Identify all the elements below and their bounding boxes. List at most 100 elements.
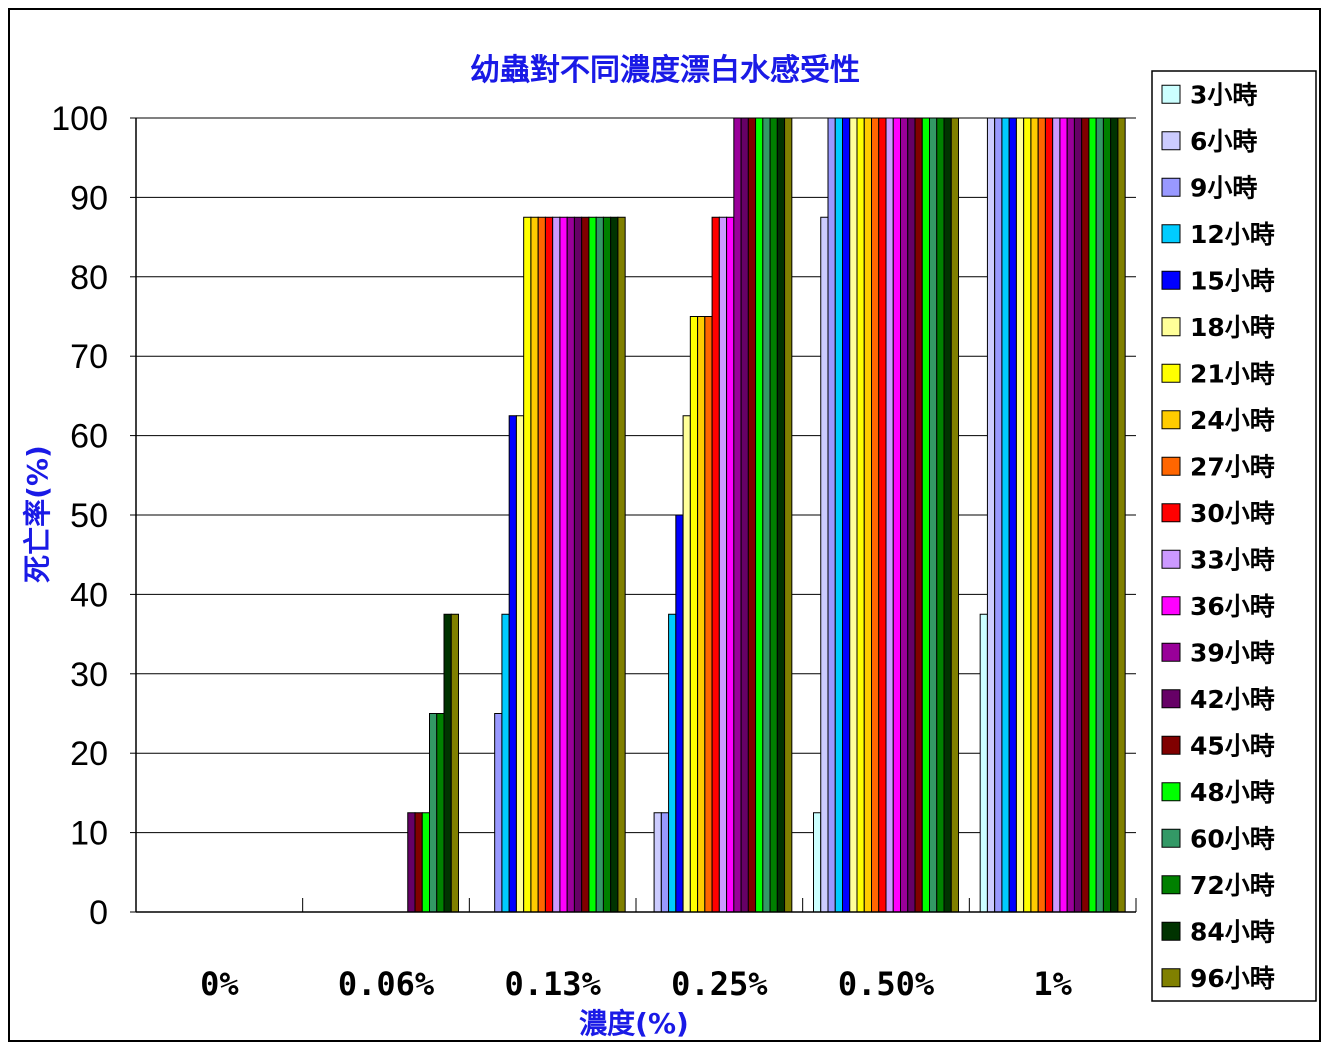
legend-label: 84小時 [1190,917,1275,946]
bar [849,117,858,913]
bar [407,812,416,913]
bar [559,216,568,913]
bar [784,117,793,913]
bar [936,117,945,913]
y-axis-title: 死亡率(%) [21,445,54,583]
legend-label: 45小時 [1190,731,1275,760]
bar [1117,117,1126,913]
bar [1059,117,1068,913]
legend-swatch [1161,596,1181,616]
y-tick-label: 40 [70,576,108,614]
x-tick-label: 0.25% [671,965,768,1003]
bar [755,117,764,913]
legend-label: 48小時 [1190,778,1275,807]
legend-swatch [1161,270,1181,290]
bar [689,316,699,913]
x-tick-label: 0.50% [838,965,935,1003]
bar [588,216,597,913]
y-tick-label: 90 [70,179,108,217]
bar [842,117,851,913]
x-axis-title: 濃度(%) [579,1007,689,1040]
bar [1066,117,1075,913]
x-tick-label: 0.06% [338,965,435,1003]
y-tick-label: 30 [70,656,108,694]
bar [813,812,822,913]
bar [1030,117,1039,913]
legend-swatch [1161,317,1181,337]
legend: 3小時 6小時 9小時 12小時 15小時 18小時 21小時 24小時 27小時 30小時 33小… [1151,70,1317,1002]
x-tick-label: 0.13% [505,965,602,1003]
gridlines [136,117,1136,834]
bar [494,713,503,913]
legend-swatch [1161,828,1181,848]
x-tick-label: 1% [1033,965,1072,1003]
y-tick-label: 70 [70,338,108,376]
bar [1044,117,1054,913]
bar [682,415,691,913]
bar [863,117,872,913]
legend-swatch [1161,782,1181,802]
legend-swatch [1161,921,1181,941]
bar [595,216,604,913]
bar [581,216,590,913]
bar [929,117,938,913]
y-tick-label: 20 [70,735,108,773]
bar [1088,117,1097,913]
legend-label: 60小時 [1190,824,1275,853]
legend-label: 15小時 [1190,266,1275,295]
bar [1110,117,1119,913]
bar [668,613,677,913]
x-tick-labels: 0% 0.06% 0.13% 0.25% 0.50% 1% [200,965,1073,1003]
bar [501,613,510,913]
legend-box [1151,70,1317,1002]
y-tick-label: 0 [89,894,108,932]
legend-swatch [1161,84,1181,104]
legend-swatch [1161,410,1181,430]
bar [653,812,662,913]
bar [566,216,575,913]
bar [537,216,546,913]
bar [914,117,923,913]
bar [950,117,959,913]
legend-swatch [1161,177,1181,197]
bar [704,316,713,913]
bar [544,216,554,913]
bar [1001,117,1010,913]
legend-label: 42小時 [1190,685,1275,714]
bar [429,713,438,913]
bar [718,216,728,913]
y-tick-label: 80 [70,259,108,297]
legend-swatch [1161,689,1181,709]
bar [892,117,901,913]
legend-label: 24小時 [1190,406,1275,435]
bar [878,117,887,913]
bar [660,812,670,913]
bar [436,713,445,913]
x-tick-label: 0% [200,965,239,1003]
bar [733,117,742,913]
bar [907,117,916,913]
legend-swatch [1161,642,1181,662]
bar [617,216,626,913]
bar [871,117,880,913]
bar [1037,117,1046,913]
legend-swatch [1161,131,1181,151]
legend-swatch [1161,456,1181,476]
bar [1102,117,1112,913]
bar [1023,117,1032,913]
legend-label: 18小時 [1190,313,1275,342]
bar [552,216,561,913]
bar [776,117,786,913]
bar [602,216,612,913]
bar [900,117,909,913]
legend-label: 21小時 [1190,359,1275,388]
legend-label: 6小時 [1190,127,1257,156]
legend-label: 36小時 [1190,592,1275,621]
y-tick-label: 100 [51,100,108,138]
legend-label: 9小時 [1190,173,1257,202]
bar [1015,117,1025,913]
legend-label: 27小時 [1190,452,1275,481]
bar [856,117,865,913]
bar [747,117,757,913]
